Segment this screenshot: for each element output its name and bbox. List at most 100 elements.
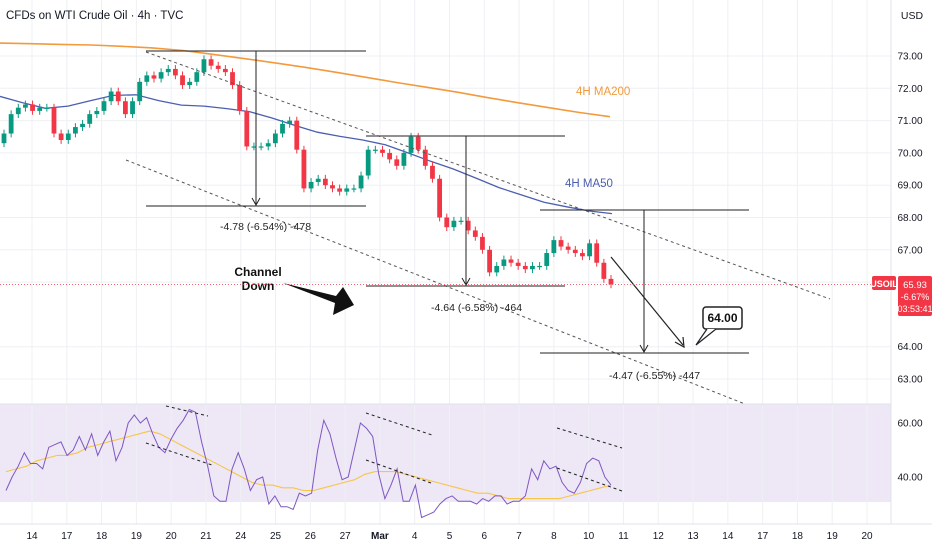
time-tick-label: 17 bbox=[757, 531, 769, 542]
rsi-divergence-1a bbox=[165, 405, 209, 417]
time-tick-label: 14 bbox=[26, 531, 38, 542]
candle-body bbox=[544, 253, 550, 266]
candle-body bbox=[508, 259, 514, 263]
time-tick-label: 4 bbox=[412, 531, 418, 542]
candle-body bbox=[237, 85, 243, 111]
candle-body bbox=[201, 59, 207, 73]
candle-body bbox=[123, 101, 128, 115]
candle-body bbox=[515, 262, 521, 266]
candles bbox=[1, 55, 614, 289]
candle-body bbox=[23, 104, 28, 108]
currency-label: USD bbox=[901, 10, 924, 22]
price-axis-labels: 73.0072.0071.0070.0069.0068.0067.0066.00… bbox=[897, 52, 922, 386]
price-tag-countdown: 03:53:41 bbox=[897, 304, 932, 314]
rsi-divergence-3a bbox=[556, 427, 623, 449]
ma200-label: 4H MA200 bbox=[576, 86, 630, 98]
ma200-line bbox=[0, 42, 611, 118]
candle-body bbox=[487, 249, 492, 273]
candle-body bbox=[294, 120, 300, 150]
candle-body bbox=[51, 107, 57, 134]
candle-body bbox=[80, 123, 85, 128]
candle-body bbox=[215, 65, 221, 69]
candle-body bbox=[344, 188, 350, 192]
time-tick-label: 11 bbox=[618, 531, 629, 542]
candle-body bbox=[58, 133, 64, 140]
rsi-line bbox=[5, 408, 612, 519]
candle-body bbox=[230, 72, 235, 86]
price-tick-label: 63.00 bbox=[897, 375, 922, 386]
price-tag bbox=[898, 276, 932, 316]
candle-body bbox=[94, 110, 100, 115]
ma50-label: 4H MA50 bbox=[565, 178, 613, 190]
candle-body bbox=[358, 175, 364, 189]
candle-body bbox=[287, 120, 293, 124]
candle-body bbox=[187, 81, 193, 86]
candle-body bbox=[87, 114, 93, 124]
ma50-line bbox=[0, 94, 613, 215]
candle-body bbox=[73, 127, 78, 134]
time-tick-label: 18 bbox=[792, 531, 804, 542]
candle-body bbox=[130, 101, 135, 115]
target-callout-label: 64.00 bbox=[707, 311, 737, 325]
candle-body bbox=[465, 220, 471, 231]
candle-body bbox=[330, 185, 335, 189]
measure-3-label: -4.47 (-6.55%) -447 bbox=[609, 370, 700, 382]
measure-3-arrowhead bbox=[639, 344, 649, 354]
candle-body bbox=[144, 75, 150, 82]
candle-body bbox=[272, 133, 278, 144]
candle-body bbox=[44, 107, 50, 109]
time-tick-label: 6 bbox=[482, 531, 488, 542]
measure-2-label: -4.64 (-6.58%) -464 bbox=[431, 302, 522, 314]
candle-body bbox=[37, 107, 43, 111]
candle-body bbox=[222, 68, 228, 73]
channel-label-line1: Channel bbox=[234, 265, 281, 279]
candle-body bbox=[315, 178, 321, 182]
time-tick-label: 17 bbox=[61, 531, 73, 542]
time-tick-label: 24 bbox=[235, 531, 247, 542]
candle-body bbox=[458, 220, 464, 222]
target-callout-box[interactable] bbox=[702, 306, 743, 330]
candle-body bbox=[401, 152, 407, 166]
candle-body bbox=[580, 253, 585, 257]
candle-body bbox=[30, 104, 35, 111]
projection-arrowhead bbox=[674, 336, 685, 349]
candle-body bbox=[244, 110, 250, 147]
candle-body bbox=[301, 149, 307, 189]
candle-body bbox=[551, 240, 557, 254]
time-axis[interactable]: 14 17 18 19 20 21 24 25 26 27 Mar 4 5 6 7 8 10 11 12 13 14 17… bbox=[26, 531, 873, 542]
candle-body bbox=[351, 188, 357, 190]
candle-body bbox=[444, 217, 450, 228]
candle-body bbox=[258, 146, 264, 148]
rsi-ma-line bbox=[5, 430, 612, 500]
price-tag-change: -6.67% bbox=[901, 292, 930, 302]
candle-body bbox=[208, 59, 214, 66]
rsi-tick-label: 40.00 bbox=[897, 473, 922, 484]
candle-body bbox=[372, 149, 378, 151]
candle-body bbox=[15, 107, 21, 115]
candle-body bbox=[172, 68, 178, 76]
target-callout-pointer bbox=[695, 328, 717, 346]
candle-body bbox=[308, 181, 314, 189]
candle-body bbox=[472, 230, 478, 237]
grid bbox=[0, 0, 891, 524]
time-tick-label: 12 bbox=[653, 531, 665, 542]
candle-body bbox=[415, 136, 421, 150]
candle-body bbox=[530, 265, 535, 270]
measure-1-label: -4.78 (-6.54%) -478 bbox=[220, 221, 311, 233]
candle-body bbox=[165, 68, 171, 73]
ticker-tag-label: USOIL bbox=[870, 279, 898, 289]
candle-body bbox=[387, 152, 393, 160]
time-tick-label: 13 bbox=[687, 531, 699, 542]
candle-body bbox=[137, 81, 143, 102]
candle-body bbox=[430, 165, 435, 179]
candle-body bbox=[65, 133, 71, 140]
price-tick-label: 68.00 bbox=[897, 213, 922, 224]
candle-body bbox=[537, 265, 542, 268]
candle-body bbox=[108, 91, 114, 102]
chart-title: CFDs on WTI Crude Oil · 4h · TVC bbox=[6, 10, 183, 22]
candle-body bbox=[322, 178, 328, 186]
time-tick-label: 5 bbox=[447, 531, 453, 542]
candle-body bbox=[8, 114, 14, 134]
